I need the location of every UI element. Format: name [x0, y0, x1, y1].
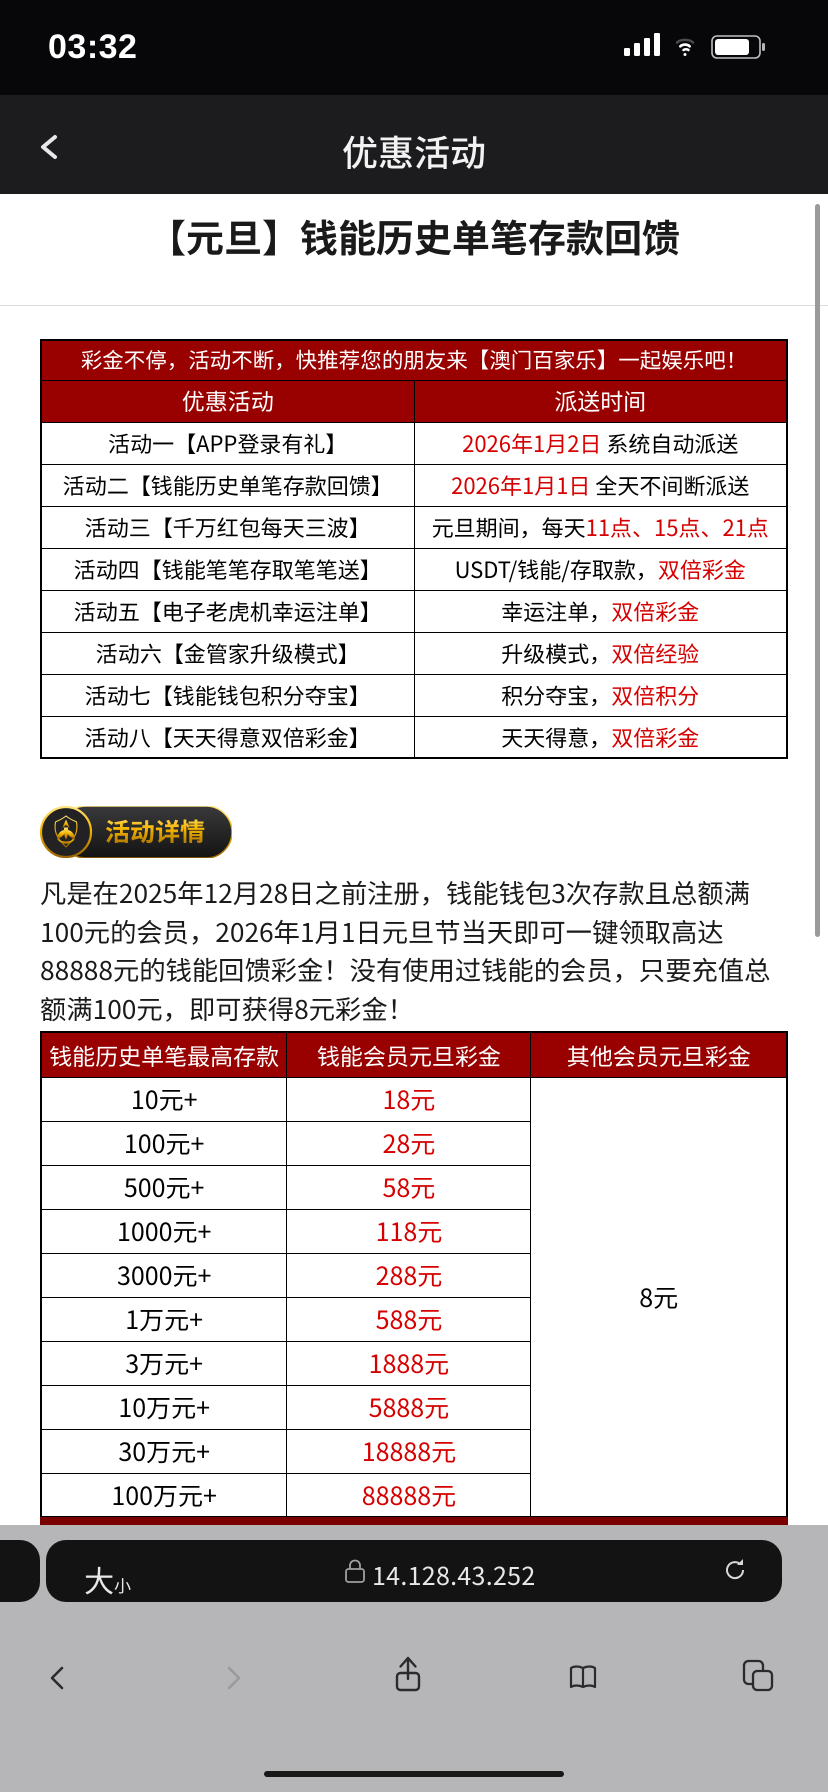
svg-text:活动详情: 活动详情 — [105, 813, 205, 849]
